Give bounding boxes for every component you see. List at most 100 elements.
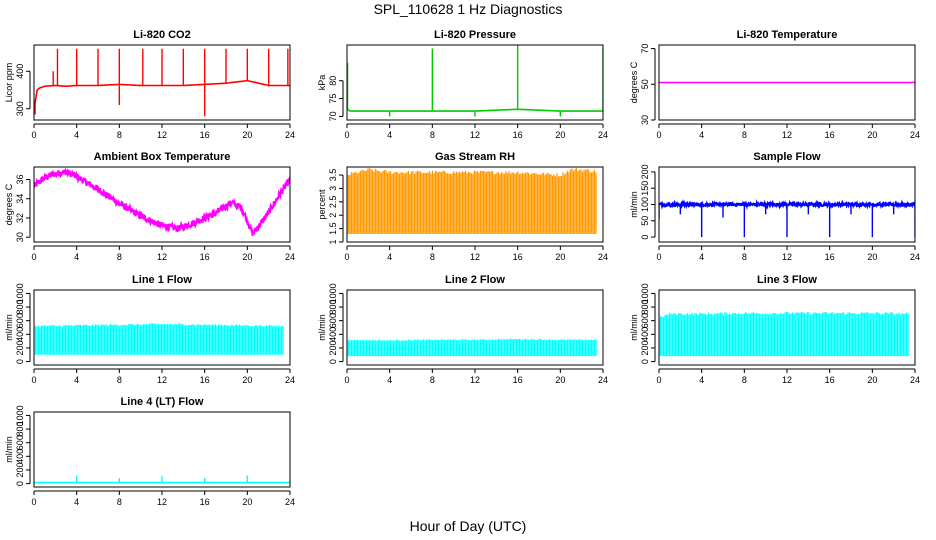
y-tick-label: 0 <box>640 359 650 364</box>
y-tick-label: 200 <box>640 340 650 355</box>
figure-x-axis-label: Hour of Day (UTC) <box>409 518 527 534</box>
x-tick-label: 24 <box>285 497 295 507</box>
x-tick-label: 24 <box>910 130 920 140</box>
y-tick-label: 36 <box>15 174 25 184</box>
y-tick-label: 1000 <box>640 283 650 303</box>
panel-title: Ambient Box Temperature <box>94 151 231 163</box>
x-tick-label: 20 <box>867 252 877 262</box>
x-tick-label: 4 <box>387 375 392 385</box>
x-tick-label: 12 <box>470 375 480 385</box>
x-tick-label: 20 <box>555 252 565 262</box>
x-tick-label: 4 <box>699 375 704 385</box>
x-tick-label: 24 <box>910 375 920 385</box>
y-tick-label: 800 <box>15 300 25 315</box>
x-tick-label: 20 <box>242 497 252 507</box>
series-line-0 <box>347 108 603 112</box>
y-tick-label: 1000 <box>15 405 25 425</box>
x-tick-label: 8 <box>430 375 435 385</box>
x-tick-label: 20 <box>555 130 565 140</box>
x-tick-label: 8 <box>117 497 122 507</box>
y-tick-label: 0 <box>15 359 25 364</box>
y-tick-label: 600 <box>640 313 650 328</box>
x-tick-label: 16 <box>513 252 523 262</box>
panel-title: Line 1 Flow <box>132 274 192 286</box>
y-tick-label: 400 <box>15 327 25 342</box>
y-tick-label: 400 <box>15 449 25 464</box>
y-tick-label: 1000 <box>15 283 25 303</box>
x-tick-label: 12 <box>782 252 792 262</box>
x-tick-label: 4 <box>699 252 704 262</box>
x-tick-label: 0 <box>31 130 36 140</box>
panel-y-axis-label: degrees C <box>4 183 14 225</box>
y-tick-label: 75 <box>328 94 338 104</box>
x-tick-label: 12 <box>782 375 792 385</box>
panel-frame <box>33 289 291 366</box>
x-tick-label: 0 <box>31 252 36 262</box>
panel-data <box>34 48 290 117</box>
panel-y-axis-label: ml/min <box>4 436 14 463</box>
panel-title: Li-820 Temperature <box>737 29 838 41</box>
panel-0: Li-820 CO2 Licor ppm 0 4 8 12 16 20 24 300 400 <box>4 29 295 140</box>
y-tick-label: 50 <box>640 79 650 89</box>
panel-y-axis-label: ml/min <box>629 191 639 218</box>
panel-data <box>34 167 290 236</box>
x-tick-label: 16 <box>513 375 523 385</box>
panel-3: Ambient Box Temperature degrees C 0 4 8 12 16 2… <box>4 151 295 262</box>
panel-title: Line 4 (LT) Flow <box>121 396 204 408</box>
panel-title: Line 3 Flow <box>757 274 817 286</box>
panel-data <box>659 199 915 238</box>
y-tick-label: 100 <box>640 197 650 212</box>
y-tick-label: 0 <box>328 359 338 364</box>
panel-y-axis-label: ml/min <box>4 314 14 341</box>
x-tick-label: 4 <box>387 252 392 262</box>
panel-data <box>34 323 284 355</box>
y-tick-label: 70 <box>640 44 650 54</box>
panel-frame <box>658 166 916 243</box>
panel-data <box>659 311 909 357</box>
y-tick-label: 600 <box>15 313 25 328</box>
panel-frame <box>33 411 291 488</box>
panel-data <box>347 168 597 234</box>
x-tick-label: 24 <box>598 375 608 385</box>
x-tick-label: 0 <box>344 130 349 140</box>
panel-1: Li-820 Pressure kPa 0 4 8 12 16 20 24 70 75 80 <box>317 29 608 140</box>
figure-title: SPL_110628 1 Hz Diagnostics <box>373 1 563 17</box>
x-tick-label: 24 <box>285 252 295 262</box>
panel-2: Li-820 Temperature degrees C 0 4 8 12 16 20 24 30… <box>629 29 920 140</box>
x-tick-label: 12 <box>157 130 167 140</box>
x-tick-label: 20 <box>555 375 565 385</box>
x-tick-label: 4 <box>74 130 79 140</box>
x-tick-label: 16 <box>200 130 210 140</box>
series-line-0 <box>34 167 290 236</box>
x-tick-label: 16 <box>200 252 210 262</box>
x-tick-label: 0 <box>656 252 661 262</box>
x-tick-label: 12 <box>470 252 480 262</box>
x-tick-label: 8 <box>430 252 435 262</box>
y-tick-label: 2.5 <box>328 196 338 209</box>
panel-frame <box>346 289 604 366</box>
panel-4: Gas Stream RH percent 0 4 8 12 16 20 24 1 1.5 2 2.5 3… <box>317 151 608 262</box>
y-tick-label: 30 <box>15 232 25 242</box>
x-tick-label: 16 <box>825 130 835 140</box>
x-tick-label: 8 <box>742 130 747 140</box>
y-tick-label: 150 <box>640 181 650 196</box>
y-tick-label: 2 <box>328 213 338 218</box>
panel-data <box>347 45 603 117</box>
panel-y-axis-label: ml/min <box>317 314 327 341</box>
panel-y-axis-label: ml/min <box>629 314 639 341</box>
x-tick-label: 16 <box>200 375 210 385</box>
x-tick-label: 0 <box>31 375 36 385</box>
panel-frame <box>658 289 916 366</box>
x-tick-label: 0 <box>31 497 36 507</box>
panel-8: Line 3 Flow ml/min 0 4 8 12 16 20 24 0 20040060080… <box>629 274 920 385</box>
panel-data <box>34 475 290 484</box>
y-tick-label: 200 <box>640 164 650 179</box>
panel-title: Line 2 Flow <box>445 274 505 286</box>
y-tick-label: 34 <box>15 194 25 204</box>
x-tick-label: 12 <box>157 252 167 262</box>
x-tick-label: 8 <box>430 130 435 140</box>
x-tick-label: 4 <box>74 252 79 262</box>
panel-y-axis-label: kPa <box>317 75 327 91</box>
x-tick-label: 24 <box>598 130 608 140</box>
